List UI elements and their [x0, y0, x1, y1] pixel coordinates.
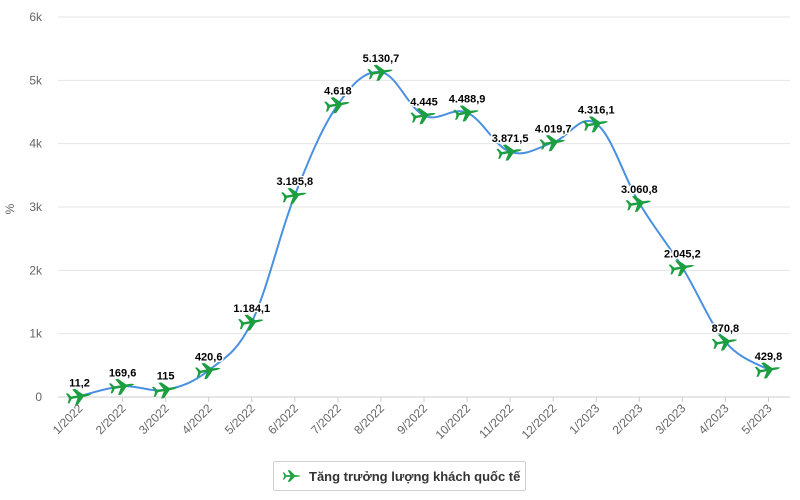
x-tick-label: 11/2022 [476, 401, 516, 441]
data-label: 169,6 [109, 367, 137, 379]
x-tick-label: 4/2022 [179, 401, 215, 437]
data-label: 11,2 [69, 377, 90, 389]
y-tick-label: 5k [29, 73, 43, 87]
data-label: 1.184,1 [233, 303, 270, 315]
x-tick-label: 3/2022 [136, 401, 172, 437]
airplane-icon [282, 470, 301, 482]
data-labels: 11,2 169,6 115 420,6 1.184,1 3.185,8 4.618 5.13… [68, 52, 784, 391]
data-label: 115 [157, 371, 175, 383]
data-label: 4.316,1 [578, 105, 615, 117]
x-tick-label: 4/2023 [696, 401, 732, 437]
y-axis-ticks: 0 1k 2k 3k 4k 5k 6k [29, 10, 43, 404]
legend[interactable]: Tăng trưởng lượng khách quốc tế [273, 461, 526, 491]
y-tick-label: 0 [35, 390, 42, 404]
y-tick-label: 1k [29, 327, 43, 341]
legend-label: Tăng trưởng lượng khách quốc tế [309, 468, 521, 484]
x-tick-label: 2/2022 [93, 401, 129, 437]
airplane-icon [366, 62, 395, 83]
data-label: 420,6 [195, 351, 223, 363]
x-tick-label: 3/2023 [653, 401, 689, 437]
data-label: 2.045,2 [664, 248, 701, 260]
data-label: 3.871,5 [492, 133, 529, 145]
x-axis-ticks: 1/2022 2/2022 3/2022 4/2022 5/2022 6/2022 7/20… [50, 397, 775, 442]
x-tick-label: 12/2022 [519, 401, 560, 442]
x-tick-label: 5/2023 [739, 401, 775, 437]
airplane-icon [668, 257, 696, 278]
y-axis-label: % [3, 203, 17, 214]
data-label: 870,8 [712, 323, 740, 335]
x-tick-label: 10/2022 [433, 401, 474, 442]
airplane-icon [711, 331, 739, 352]
x-tick-label: 2/2023 [610, 401, 646, 437]
x-tick-label: 8/2022 [351, 401, 387, 437]
airplane-icon [582, 113, 610, 134]
airplane-icon [538, 132, 567, 153]
airplane-icon [237, 312, 265, 333]
y-tick-label: 6k [29, 10, 43, 24]
data-label: 4.445 [410, 96, 438, 108]
data-label: 3.060,8 [621, 184, 658, 196]
x-tick-label: 5/2022 [222, 401, 258, 437]
data-label: 5.130,7 [363, 53, 400, 65]
data-label: 4.488,9 [449, 94, 486, 106]
x-tick-label: 7/2022 [308, 401, 344, 437]
series-markers [65, 62, 782, 407]
data-label: 4.618 [324, 86, 352, 98]
y-tick-label: 4k [29, 137, 43, 151]
x-tick-label: 9/2022 [394, 401, 430, 437]
x-tick-label: 1/2023 [567, 401, 603, 437]
data-label: 4.019,7 [535, 123, 572, 135]
data-label: 3.185,8 [276, 176, 313, 188]
airplane-icon [280, 185, 309, 206]
x-tick-label: 1/2022 [50, 401, 86, 437]
y-tick-label: 2k [29, 263, 43, 277]
data-label: 429,8 [755, 351, 783, 363]
airplane-icon [323, 94, 352, 115]
airplane-icon [754, 359, 782, 380]
gridlines [58, 16, 790, 398]
airplane-icon [625, 193, 653, 214]
airplane-icon [65, 386, 93, 407]
y-tick-label: 3k [29, 200, 43, 214]
x-tick-label: 6/2022 [265, 401, 301, 437]
